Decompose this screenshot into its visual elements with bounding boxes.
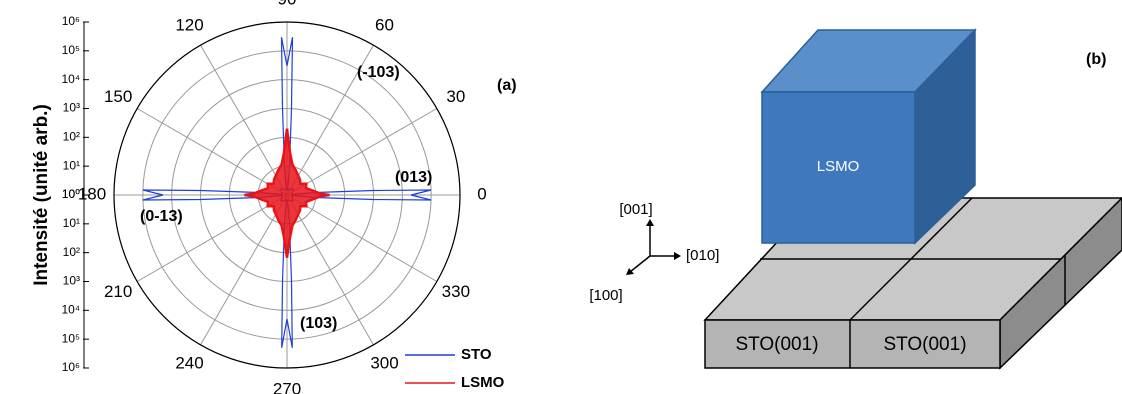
angle-grid-line: [136, 194, 288, 282]
y-axis-label: Intensité (unité arb.): [31, 104, 52, 286]
angle-tick-label: 90: [278, 0, 297, 8]
plot-border: [113, 21, 461, 369]
angle-tick-label: 270: [273, 379, 301, 394]
y-tick-label: 10⁴: [61, 303, 80, 317]
angle-grid-line: [286, 194, 374, 346]
panel-label: (a): [497, 77, 517, 94]
axis-label: [010]: [686, 247, 719, 264]
axis-label: [100]: [589, 287, 622, 304]
series-line: [244, 128, 330, 258]
angle-tick-label: 120: [175, 16, 203, 35]
angle-tick-label: 150: [104, 87, 132, 106]
film-label: LSMO: [817, 158, 860, 175]
y-tick-label: 10⁶: [62, 14, 80, 28]
annotation: (103): [300, 315, 337, 332]
film-front: [761, 91, 916, 244]
y-tick-label: 10⁵: [62, 331, 80, 345]
arrow-head: [626, 268, 634, 275]
y-tick-label: 10⁶: [62, 360, 80, 374]
axis-arrow: [629, 255, 651, 273]
angle-grid-line: [286, 194, 438, 282]
polar-chart: 10⁰10⁰10¹10¹10²10²10³10³10⁴10⁴10⁵10⁵10⁶1…: [61, 0, 504, 394]
angle-grid-line: [286, 44, 374, 196]
angle-tick-label: 180: [78, 184, 106, 203]
legend-label: STO: [461, 346, 492, 363]
panel-label: (b): [1086, 51, 1106, 68]
y-tick-label: 10²: [63, 130, 80, 144]
angle-tick-label: 0: [477, 184, 486, 203]
axis-label: [001]: [619, 201, 652, 218]
y-tick-label: 10⁵: [62, 43, 80, 57]
y-tick-label: 10³: [63, 101, 80, 115]
substrate-label: STO(001): [883, 334, 966, 355]
angle-grid-line: [200, 44, 288, 196]
arrow-head: [674, 252, 681, 260]
substrate-label: STO(001): [735, 334, 818, 355]
angle-grid-line: [286, 108, 438, 196]
legend-label: LSMO: [461, 374, 505, 391]
y-tick-label: 10¹: [63, 158, 80, 172]
angle-tick-label: 330: [442, 282, 470, 301]
y-tick-label: 10³: [63, 274, 80, 288]
angle-tick-label: 60: [375, 16, 394, 35]
angle-grid-line: [200, 194, 288, 346]
angle-tick-label: 30: [446, 87, 465, 106]
arrow-head: [646, 219, 654, 226]
y-tick-label: 10⁰: [62, 187, 80, 201]
y-tick-label: 10²: [63, 245, 80, 259]
angle-tick-label: 210: [104, 282, 132, 301]
substrate-front: [704, 319, 1001, 369]
angle-tick-label: 300: [370, 353, 398, 372]
annotation: (-103): [357, 64, 400, 81]
y-tick-label: 10⁰: [62, 187, 80, 201]
y-tick-label: 10⁴: [61, 72, 80, 86]
diagram: LSMO STO(001) STO(001) [001] [010] [100]…: [589, 28, 1122, 370]
y-tick-label: 10¹: [63, 216, 80, 230]
annotation: (013): [395, 169, 432, 186]
angle-tick-label: 240: [175, 353, 203, 372]
angle-grid-line: [136, 108, 288, 196]
annotation: (0-13): [140, 208, 183, 225]
